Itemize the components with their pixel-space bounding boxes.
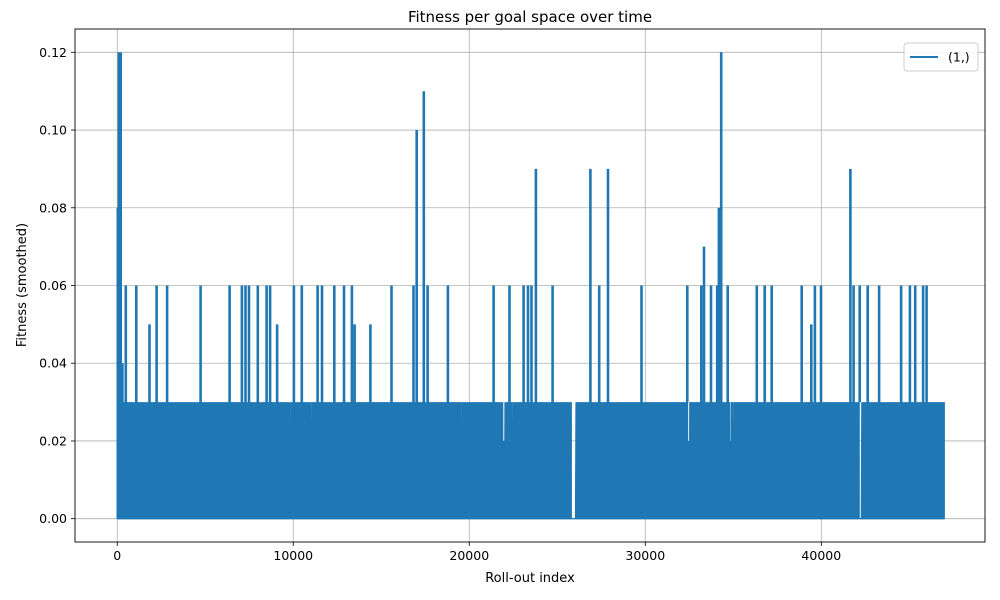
legend: (1,) bbox=[903, 42, 979, 72]
y-tick-label: 0.06 bbox=[39, 278, 67, 293]
legend-box bbox=[903, 42, 979, 72]
x-tick-label: 0 bbox=[113, 548, 121, 563]
legend-label: (1,) bbox=[948, 50, 970, 65]
y-tick-label: 0.12 bbox=[39, 45, 67, 60]
y-tick-label: 0.04 bbox=[39, 356, 67, 371]
y-tick-label: 0.02 bbox=[39, 433, 67, 448]
series-line bbox=[116, 52, 945, 520]
y-tick-label: 0.00 bbox=[39, 511, 67, 526]
chart-title: Fitness per goal space over time bbox=[408, 8, 652, 26]
x-axis-ticks: 0 10000 20000 30000 40000 bbox=[113, 542, 841, 563]
y-axis-label: Fitness (smoothed) bbox=[15, 223, 30, 347]
y-tick-label: 0.08 bbox=[39, 200, 67, 215]
x-axis-label: Roll-out index bbox=[485, 571, 575, 586]
y-tick-label: 0.10 bbox=[39, 123, 67, 138]
x-tick-label: 10000 bbox=[273, 548, 313, 563]
y-axis-ticks: 0.00 0.02 0.04 0.06 0.08 0.10 0.12 bbox=[39, 45, 75, 526]
data-series bbox=[116, 52, 945, 520]
x-tick-label: 30000 bbox=[625, 548, 665, 563]
x-tick-label: 20000 bbox=[449, 548, 489, 563]
x-tick-label: 40000 bbox=[801, 548, 841, 563]
